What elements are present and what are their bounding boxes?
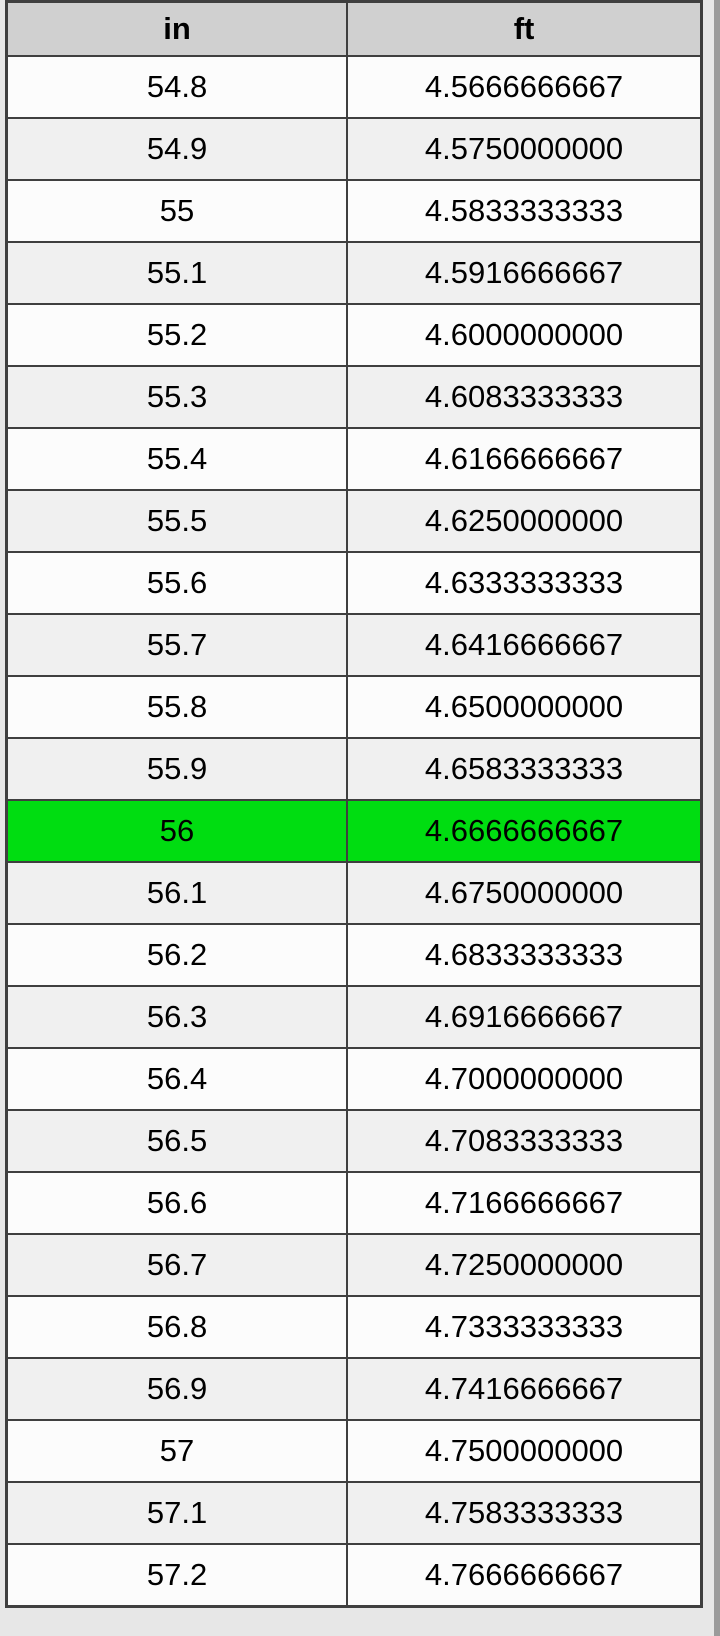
table-row: 54.9 4.5750000000: [8, 119, 700, 179]
ft-cell: 4.5916666667: [348, 243, 700, 303]
table-row: 56.5 4.7083333333: [8, 1111, 700, 1171]
in-cell: 57: [8, 1421, 347, 1481]
ft-cell: 4.5750000000: [348, 119, 700, 179]
table-row: 55.9 4.6583333333: [8, 739, 700, 799]
ft-cell: 4.6750000000: [348, 863, 700, 923]
in-cell: 55.4: [8, 429, 347, 489]
table-row: 57 4.7500000000: [8, 1421, 700, 1481]
ft-cell: 4.7166666667: [348, 1173, 700, 1233]
table-row: 55.1 4.5916666667: [8, 243, 700, 303]
in-cell: 55.6: [8, 553, 347, 613]
ft-cell: 4.6416666667: [348, 615, 700, 675]
in-cell: 57.2: [8, 1545, 347, 1605]
table-row: 55 4.5833333333: [8, 181, 700, 241]
table-row: 54.8 4.5666666667: [8, 57, 700, 117]
table-row: 56.2 4.6833333333: [8, 925, 700, 985]
table-row: 56.3 4.6916666667: [8, 987, 700, 1047]
in-cell: 56.8: [8, 1297, 347, 1357]
conversion-table: in ft 54.8 4.5666666667 54.9 4.5750000000 55…: [5, 0, 703, 1608]
ft-cell: 4.5666666667: [348, 57, 700, 117]
ft-cell: 4.6250000000: [348, 491, 700, 551]
column-header-ft: ft: [348, 3, 700, 55]
in-cell: 55.8: [8, 677, 347, 737]
ft-cell: 4.7416666667: [348, 1359, 700, 1419]
table-row: 55.3 4.6083333333: [8, 367, 700, 427]
table-row: 56.7 4.7250000000: [8, 1235, 700, 1295]
in-cell: 55.3: [8, 367, 347, 427]
in-cell: 55.2: [8, 305, 347, 365]
ft-cell: 4.6333333333: [348, 553, 700, 613]
ft-cell: 4.6500000000: [348, 677, 700, 737]
in-cell: 54.9: [8, 119, 347, 179]
table-row: 56.9 4.7416666667: [8, 1359, 700, 1419]
ft-cell: 4.6000000000: [348, 305, 700, 365]
in-cell: 56.6: [8, 1173, 347, 1233]
ft-cell: 4.6083333333: [348, 367, 700, 427]
in-cell: 54.8: [8, 57, 347, 117]
table-row: 55.5 4.6250000000: [8, 491, 700, 551]
in-cell: 55.1: [8, 243, 347, 303]
ft-cell: 4.7250000000: [348, 1235, 700, 1295]
ft-cell: 4.6166666667: [348, 429, 700, 489]
in-cell: 56.7: [8, 1235, 347, 1295]
in-cell: 56.3: [8, 987, 347, 1047]
table-row: 57.1 4.7583333333: [8, 1483, 700, 1543]
ft-cell: 4.7500000000: [348, 1421, 700, 1481]
table-row: 55.7 4.6416666667: [8, 615, 700, 675]
ft-cell: 4.5833333333: [348, 181, 700, 241]
table-row: 56.6 4.7166666667: [8, 1173, 700, 1233]
in-cell: 56.1: [8, 863, 347, 923]
column-header-in: in: [8, 3, 347, 55]
ft-cell: 4.6916666667: [348, 987, 700, 1047]
table-row: 55.6 4.6333333333: [8, 553, 700, 613]
in-cell: 56.4: [8, 1049, 347, 1109]
ft-cell: 4.6833333333: [348, 925, 700, 985]
table-row: 55.8 4.6500000000: [8, 677, 700, 737]
table-row: 55.4 4.6166666667: [8, 429, 700, 489]
in-cell: 57.1: [8, 1483, 347, 1543]
table-row: 56.1 4.6750000000: [8, 863, 700, 923]
in-cell: 56.9: [8, 1359, 347, 1419]
ft-cell: 4.7083333333: [348, 1111, 700, 1171]
table-row: 56 4.6666666667: [8, 801, 700, 861]
table-body: 54.8 4.5666666667 54.9 4.5750000000 55 4.5833…: [8, 57, 700, 1605]
in-cell: 56.2: [8, 925, 347, 985]
in-cell: 55.7: [8, 615, 347, 675]
in-cell: 56.5: [8, 1111, 347, 1171]
table-header-row: in ft: [8, 3, 700, 55]
right-edge-strip: [714, 0, 720, 1636]
ft-cell: 4.7333333333: [348, 1297, 700, 1357]
table-row: 56.8 4.7333333333: [8, 1297, 700, 1357]
in-cell: 56: [8, 801, 347, 861]
in-cell: 55: [8, 181, 347, 241]
ft-cell: 4.7583333333: [348, 1483, 700, 1543]
in-cell: 55.5: [8, 491, 347, 551]
table-row: 56.4 4.7000000000: [8, 1049, 700, 1109]
table-row: 55.2 4.6000000000: [8, 305, 700, 365]
table-row: 57.2 4.7666666667: [8, 1545, 700, 1605]
ft-cell: 4.6666666667: [348, 801, 700, 861]
ft-cell: 4.6583333333: [348, 739, 700, 799]
ft-cell: 4.7000000000: [348, 1049, 700, 1109]
in-cell: 55.9: [8, 739, 347, 799]
ft-cell: 4.7666666667: [348, 1545, 700, 1605]
